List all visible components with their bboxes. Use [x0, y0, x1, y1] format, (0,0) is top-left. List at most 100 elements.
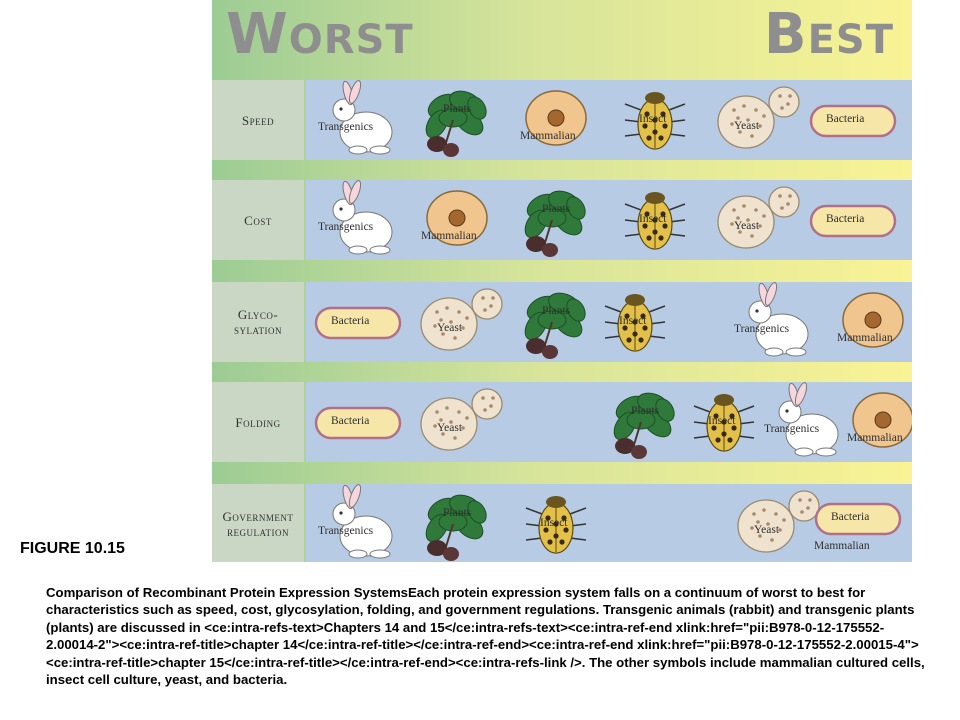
bacteria-icon: [314, 406, 402, 440]
plants-icon: [425, 494, 487, 561]
bacteria-icon: [814, 502, 902, 536]
mammalian-item: Mammalian: [833, 382, 912, 462]
rabbit-item: Transgenics: [754, 382, 854, 462]
mammalian-item: Mammalian: [407, 180, 507, 260]
figure-row: Government regulation Transgenics Plants In…: [212, 484, 912, 562]
plants-item: Plants: [506, 180, 606, 260]
row-body: Bacteria Yeast Plants Insect Transgenics Mamm…: [306, 382, 912, 462]
insect-icon: [693, 394, 755, 452]
insect-icon: [624, 192, 686, 250]
insect-label: Insect: [540, 517, 568, 529]
rabbit-item: Transgenics: [308, 484, 408, 562]
rabbit-label: Transgenics: [318, 525, 374, 537]
bacteria-label: Bacteria: [331, 415, 370, 427]
insect-item: Insect: [605, 180, 705, 260]
mammalian-item: Mammalian: [823, 282, 912, 362]
yeast-label: Yeast: [734, 220, 760, 232]
rabbit-item: Transgenics: [308, 180, 408, 260]
bacteria-label: Bacteria: [831, 511, 870, 523]
yeast-icon: [737, 490, 820, 553]
mammalian-item: Mammalian: [808, 514, 908, 562]
yeast-label: Yeast: [754, 524, 780, 536]
figure-caption: Comparison of Recombinant Protein Expres…: [46, 585, 925, 688]
mammalian-icon: [525, 90, 587, 146]
plants-label: Plants: [542, 203, 571, 215]
bacteria-label: Bacteria: [826, 213, 865, 225]
yeast-item: Yeast: [407, 282, 507, 362]
yeast-item: Yeast: [704, 80, 804, 160]
bacteria-item: Bacteria: [803, 80, 903, 160]
mammalian-label: Mammalian: [814, 540, 870, 552]
mammalian-label: Mammalian: [421, 230, 477, 242]
row-label: Speed: [212, 80, 304, 160]
insect-icon: [604, 294, 666, 352]
mammalian-label: Mammalian: [520, 130, 576, 142]
mammalian-icon: [842, 292, 904, 348]
row-body: Transgenics Plants Mammalian Insect Yeast Bac…: [306, 80, 912, 160]
comparison-figure: WORST BEST Speed Transgenics Plants Mammali…: [212, 0, 912, 562]
insect-label: Insect: [639, 113, 667, 125]
insect-item: Insect: [605, 80, 705, 160]
plants-item: Plants: [407, 80, 507, 160]
row-label-text: Cost: [244, 212, 272, 228]
yeast-item: Yeast: [724, 484, 824, 562]
mammalian-icon: [808, 514, 908, 562]
bacteria-icon: [314, 306, 402, 340]
yeast-label: Yeast: [437, 322, 463, 334]
row-label-text: Glyco- sylation: [234, 307, 282, 337]
bacteria-label: Bacteria: [331, 315, 370, 327]
plants-icon: [425, 90, 487, 157]
yeast-icon: [717, 186, 800, 249]
row-body: Transgenics Mammalian Plants Insect Yeast Bac…: [306, 180, 912, 260]
bacteria-icon: [809, 104, 897, 138]
bacteria-icon: [809, 204, 897, 238]
rabbit-icon: [332, 484, 393, 559]
figure-number: FIGURE 10.15: [20, 540, 125, 557]
rabbit-icon: [332, 180, 393, 255]
rabbit-icon: [748, 282, 809, 357]
bacteria-item: Bacteria: [308, 282, 408, 362]
row-label: Government regulation: [212, 484, 304, 562]
plants-item: Plants: [407, 484, 507, 562]
mammalian-label: Mammalian: [847, 432, 903, 444]
row-label: Cost: [212, 180, 304, 260]
bacteria-item: Bacteria: [308, 382, 408, 462]
plants-icon: [613, 392, 675, 459]
rabbit-label: Transgenics: [764, 423, 820, 435]
plants-icon: [524, 292, 586, 359]
insect-label: Insect: [708, 415, 736, 427]
mammalian-icon: [426, 190, 488, 246]
insect-item: Insect: [585, 282, 685, 362]
bacteria-item: Bacteria: [803, 180, 903, 260]
figure-row: Cost Transgenics Mammalian Plants Insect Yeas…: [212, 180, 912, 260]
mammalian-icon: [852, 392, 912, 448]
rabbit-item: Transgenics: [724, 282, 824, 362]
yeast-item: Yeast: [407, 382, 507, 462]
insect-icon: [624, 92, 686, 150]
plants-label: Plants: [443, 507, 472, 519]
insect-item: Insect: [506, 484, 606, 562]
yeast-label: Yeast: [437, 422, 463, 434]
row-body: Transgenics Plants Insect Yeast Bacteria Mamm…: [306, 484, 912, 562]
rabbit-label: Transgenics: [318, 121, 374, 133]
bacteria-label: Bacteria: [826, 113, 865, 125]
figure-row: Folding Bacteria Yeast Plants Insect Transgen…: [212, 382, 912, 462]
figure-row: Glyco- sylation Bacteria Yeast Plants Insect…: [212, 282, 912, 362]
best-heading: BEST: [763, 2, 894, 67]
plants-label: Plants: [542, 305, 571, 317]
rabbit-item: Transgenics: [308, 80, 408, 160]
row-label-text: Folding: [235, 414, 281, 430]
insect-icon: [525, 496, 587, 554]
yeast-label: Yeast: [734, 120, 760, 132]
plants-icon: [524, 190, 586, 257]
yeast-item: Yeast: [704, 180, 804, 260]
plants-label: Plants: [443, 103, 472, 115]
mammalian-label: Mammalian: [837, 332, 893, 344]
mammalian-item: Mammalian: [506, 80, 606, 160]
insect-item: Insect: [674, 382, 774, 462]
rabbit-label: Transgenics: [734, 323, 790, 335]
worst-heading: WORST: [226, 2, 414, 67]
plants-item: Plants: [506, 282, 606, 362]
plants-item: Plants: [595, 382, 695, 462]
rabbit-icon: [778, 382, 839, 457]
